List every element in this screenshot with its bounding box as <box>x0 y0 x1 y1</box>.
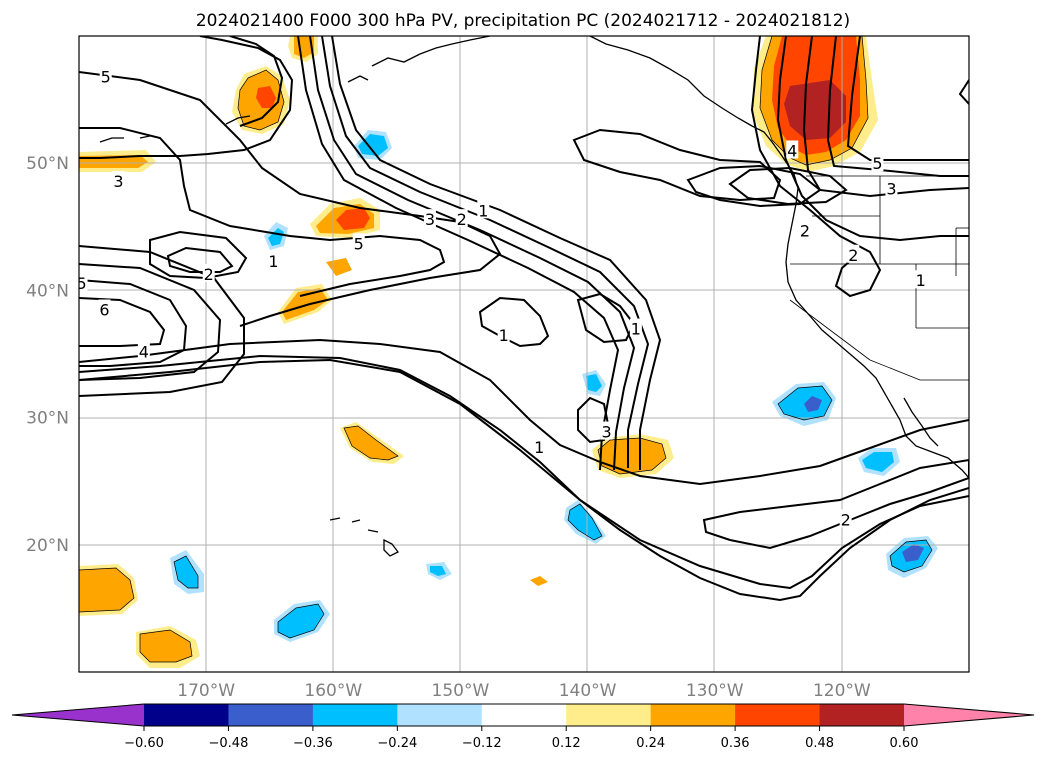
pv-contour-label: 5 <box>354 234 364 253</box>
colorbar-segment <box>735 704 820 726</box>
pv-contour-label: 2 <box>457 210 467 229</box>
pv-precipitation-map-figure: 2024021400 F000 300 hPa PV, precipitatio… <box>0 0 1047 765</box>
colorbar-tick-label: 0.24 <box>636 736 665 751</box>
pv-contour-label: 1 <box>631 320 641 339</box>
x-tick-label: 130°W <box>686 681 744 701</box>
pv-contour-label: 1 <box>268 252 278 271</box>
pv-contour-label: 1 <box>916 271 926 290</box>
colorbar-tick-label: −0.48 <box>209 736 249 751</box>
pv-contour-label: 2 <box>800 222 810 241</box>
x-tick-label: 160°W <box>304 681 362 701</box>
pv-contour-label: 1 <box>534 438 544 457</box>
colorbar-segment <box>228 704 313 726</box>
colorbar-extend-high <box>904 704 1034 726</box>
colorbar-tick-label: −0.60 <box>124 736 164 751</box>
x-tick-label: 170°W <box>177 681 235 701</box>
colorbar-tick-label: −0.24 <box>377 736 417 751</box>
colorbar-segment <box>313 704 398 726</box>
pv-contour-label: 3 <box>113 172 123 191</box>
x-axis-tick-labels: 170°W 160°W 150°W 140°W 130°W 120°W <box>177 681 871 701</box>
pv-contour-label: 5 <box>872 154 882 173</box>
y-axis-tick-labels: 20°N 30°N 40°N 50°N <box>26 154 69 556</box>
y-tick-label: 40°N <box>26 281 69 301</box>
pv-contour-label: 2 <box>204 265 214 284</box>
pv-contour-label: 3 <box>602 423 612 442</box>
pv-contour-label: 2 <box>848 246 858 265</box>
x-tick-label: 150°W <box>432 681 490 701</box>
colorbar-segment <box>144 704 229 726</box>
pv-contour-label: 4 <box>139 342 149 361</box>
colorbar-segment <box>397 704 482 726</box>
pv-contour-label: 5 <box>101 68 111 87</box>
colorbar-segment <box>482 704 567 726</box>
pv-contour-label: 1 <box>499 326 509 345</box>
colorbar-segment <box>651 704 736 726</box>
pv-contour-label: 3 <box>425 210 435 229</box>
colorbar-tick-label: −0.36 <box>293 736 333 751</box>
pv-contour-label: 4 <box>787 141 797 160</box>
colorbar-tick-label: 0.48 <box>805 736 834 751</box>
y-tick-label: 20°N <box>26 536 69 556</box>
pv-contour-label: 1 <box>478 201 488 220</box>
x-tick-label: 120°W <box>813 681 871 701</box>
y-tick-label: 50°N <box>26 154 69 174</box>
pv-contour-label: 2 <box>841 510 851 529</box>
x-tick-label: 140°W <box>559 681 617 701</box>
colorbar-tick-label: 0.12 <box>552 736 581 751</box>
pv-contour-label: 5 <box>76 274 86 293</box>
colorbar-segment <box>566 704 651 726</box>
colorbar-tick-label: 0.36 <box>721 736 750 751</box>
colorbar-segment <box>820 704 905 726</box>
pv-contour-label: 6 <box>99 300 109 319</box>
colorbar: −0.60 −0.48 −0.36 −0.24 −0.12 0.12 0.24 0.36 0.4… <box>12 704 1034 751</box>
chart-title: 2024021400 F000 300 hPa PV, precipitatio… <box>196 11 850 31</box>
pv-contour-label: 3 <box>886 180 896 199</box>
y-tick-label: 30°N <box>26 409 69 429</box>
colorbar-extend-low <box>12 704 144 726</box>
colorbar-tick-label: −0.12 <box>462 736 502 751</box>
colorbar-tick-label: 0.60 <box>890 736 919 751</box>
